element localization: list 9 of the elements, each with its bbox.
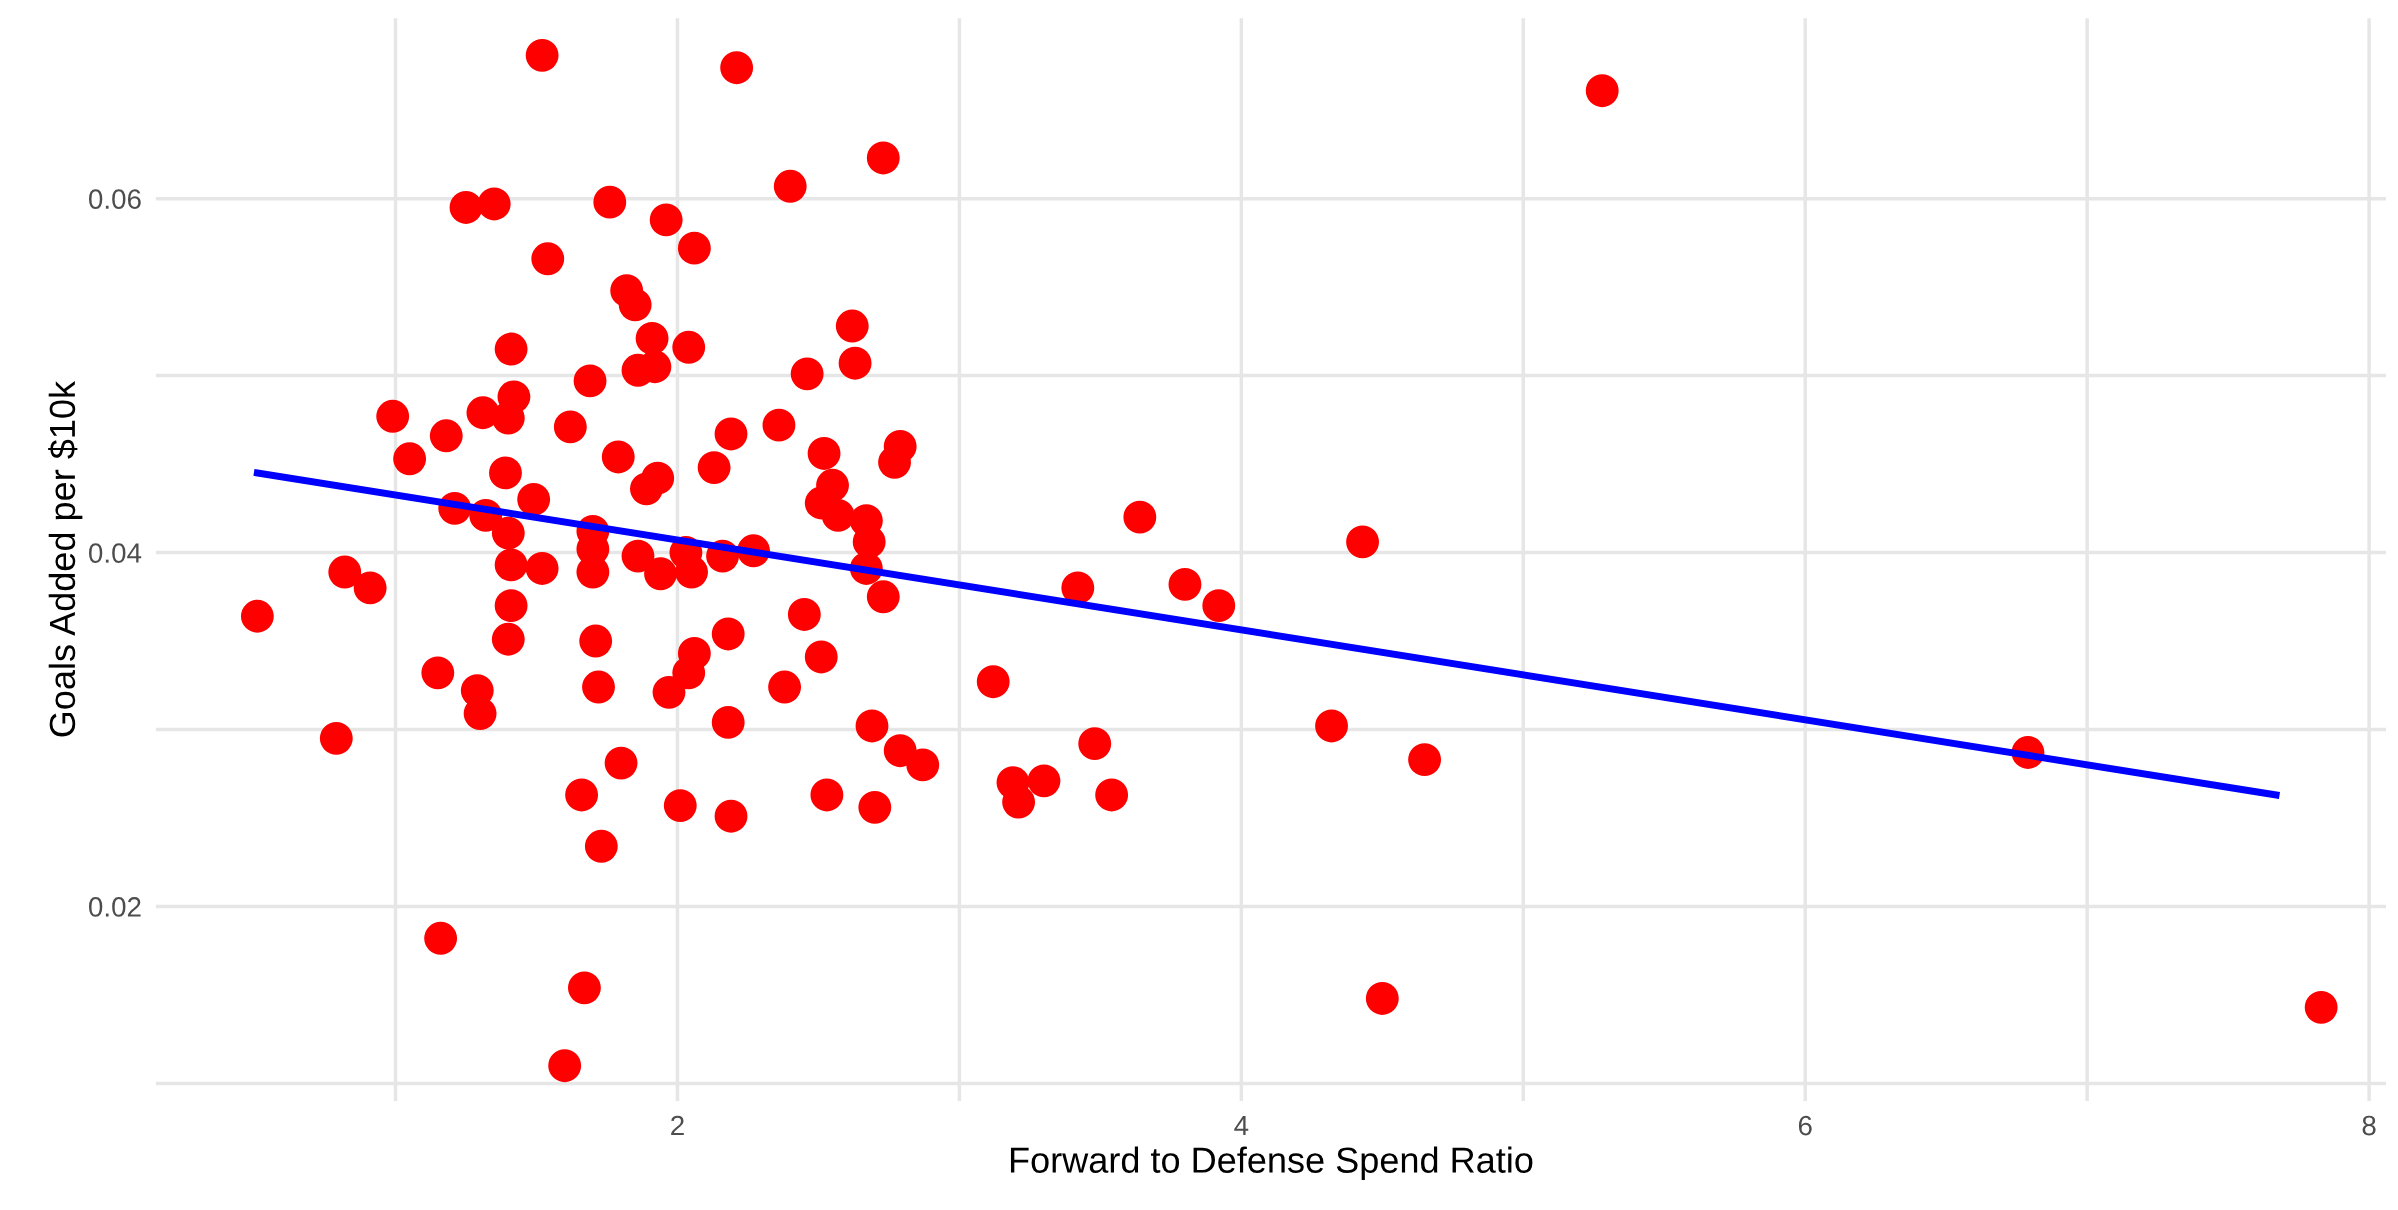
- y-tick-label: 0.04: [89, 543, 142, 563]
- x-tick-label: 4: [1234, 1116, 1249, 1136]
- y-axis-title: Goals Added per $10k: [48, 380, 83, 737]
- y-tick-label: 0.06: [89, 189, 141, 209]
- x-axis-title: Forward to Defense Spend Ratio: [1010, 1146, 1533, 1181]
- y-tick-label: 0.02: [89, 897, 141, 917]
- x-tick-label: 2: [671, 1115, 684, 1136]
- x-tick-label: 6: [1798, 1115, 1812, 1136]
- x-tick-label: 8: [2362, 1115, 2376, 1136]
